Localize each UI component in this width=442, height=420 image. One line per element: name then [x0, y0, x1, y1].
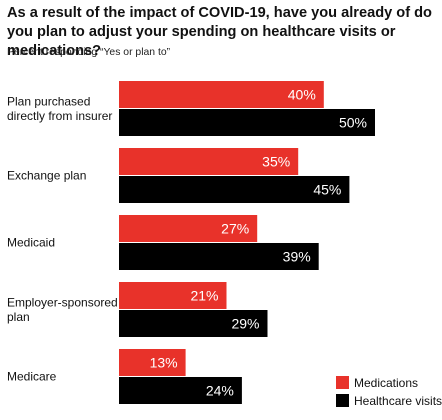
category-label-exchange-plan: Exchange plan — [7, 169, 86, 183]
data-label-medications-medicaid: 27% — [221, 221, 249, 237]
category-label-medicare: Medicare — [7, 370, 57, 384]
category-label-plan-purchased-directly-from-insurer-line1: Plan purchased — [7, 94, 90, 108]
data-label-medications-employer-sponsored-plan: 21% — [190, 288, 218, 304]
category-label-employer-sponsored-plan-line2: plan — [7, 310, 30, 324]
bar-medications-plan-purchased-directly-from-insurer — [119, 81, 324, 108]
bar-medications-employer-sponsored-plan — [119, 282, 227, 309]
data-label-healthcare-visits-plan-purchased-directly-from-insurer: 50% — [339, 115, 367, 131]
bar-healthcare-visits-employer-sponsored-plan — [119, 310, 268, 337]
category-label-medicaid: Medicaid — [7, 236, 55, 250]
category-label-plan-purchased-directly-from-insurer-line2: directly from insurer — [7, 109, 112, 123]
data-label-healthcare-visits-exchange-plan: 45% — [313, 182, 341, 198]
data-label-medications-plan-purchased-directly-from-insurer: 40% — [288, 87, 316, 103]
legend-swatch-healthcare-visits — [336, 394, 349, 407]
data-label-medications-exchange-plan: 35% — [262, 154, 290, 170]
category-label-employer-sponsored-plan-line1: Employer-sponsored — [7, 295, 118, 309]
chart-title: As a result of the impact of COVID-19, h… — [7, 5, 432, 59]
data-label-healthcare-visits-medicaid: 39% — [283, 249, 311, 265]
legend-label-medications: Medications — [354, 376, 418, 390]
chart-subtitle: Percent responding “Yes or plan to” — [7, 47, 171, 58]
legend-swatch-medications — [336, 376, 349, 389]
data-label-healthcare-visits-employer-sponsored-plan: 29% — [231, 316, 259, 332]
legend-label-healthcare-visits: Healthcare visits — [354, 394, 442, 408]
bar-medications-exchange-plan — [119, 148, 299, 175]
bar-medications-medicare — [119, 349, 186, 376]
data-label-medications-medicare: 13% — [150, 355, 178, 371]
bar-healthcare-visits-plan-purchased-directly-from-insurer — [119, 109, 375, 136]
bar-medications-medicaid — [119, 215, 258, 242]
data-label-healthcare-visits-medicare: 24% — [206, 383, 234, 399]
bar-healthcare-visits-medicare — [119, 377, 242, 404]
bar-healthcare-visits-exchange-plan — [119, 176, 350, 203]
bar-healthcare-visits-medicaid — [119, 243, 319, 270]
